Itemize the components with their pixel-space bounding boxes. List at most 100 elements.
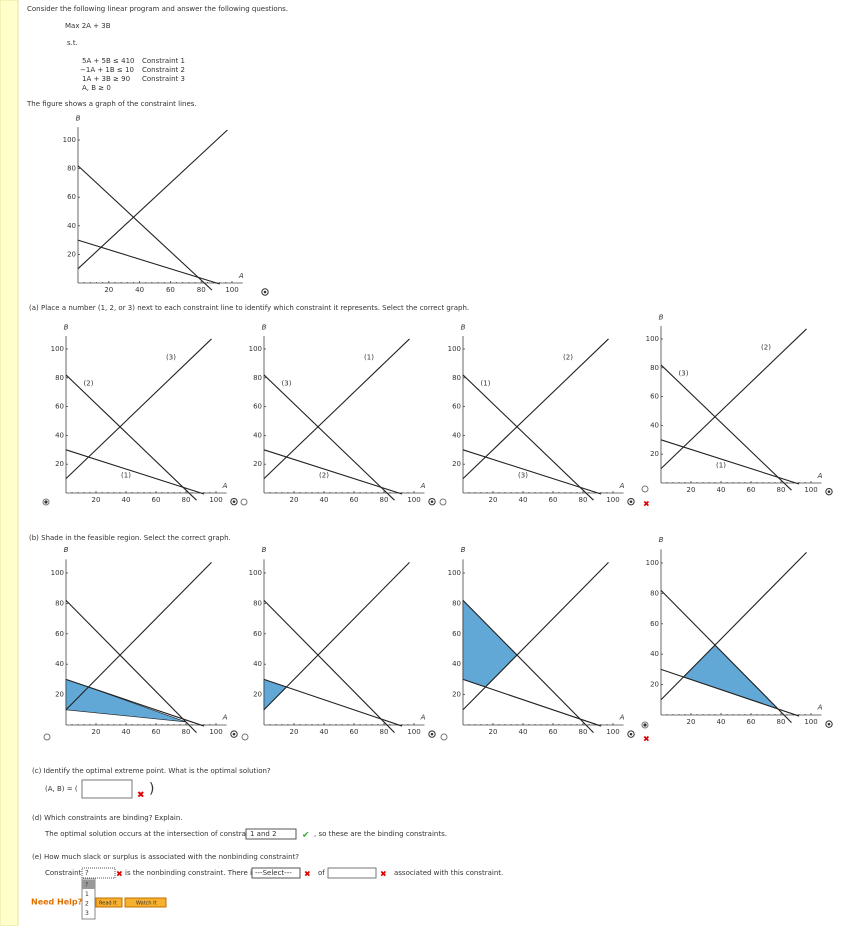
x-tick-label: 20	[104, 286, 113, 294]
x-tick-label: 40	[122, 496, 131, 504]
x-tick-label: 80	[777, 486, 786, 494]
radio[interactable]	[641, 485, 649, 493]
radio[interactable]	[240, 498, 248, 506]
line-label: (2)	[563, 354, 573, 362]
x-tick-label: 20	[92, 496, 101, 504]
wrong-icon: ✖	[643, 500, 650, 509]
button-label[interactable]: Watch It	[136, 901, 157, 907]
constraint-line	[263, 678, 403, 727]
y-tick-label: 60	[253, 403, 262, 411]
constraint-name: Constraint 2	[142, 66, 185, 74]
y-tick-label: 100	[51, 345, 64, 353]
x-tick-label: 100	[209, 728, 222, 736]
line-label: (1)	[364, 354, 374, 362]
y-tick-label: 20	[55, 691, 64, 699]
dropdown-option[interactable]: ?	[85, 882, 88, 889]
info-dot	[430, 732, 434, 736]
constraint-line	[462, 449, 602, 495]
answer-input[interactable]	[81, 779, 133, 799]
constraint-line	[462, 678, 602, 727]
y-tick-label: 100	[448, 569, 461, 577]
answer-input[interactable]	[327, 867, 377, 879]
constraint-line	[660, 328, 807, 469]
y-tick-label: 60	[253, 630, 262, 638]
button[interactable]	[124, 897, 167, 908]
info-dot	[232, 732, 236, 736]
y-tick-label: 100	[646, 559, 659, 567]
radio[interactable]	[43, 733, 51, 741]
constraint-line	[660, 589, 792, 723]
radio-dot[interactable]	[643, 723, 647, 727]
feasible-region	[462, 599, 518, 688]
x-tick-label: 40	[122, 728, 131, 736]
axis-label: B	[64, 546, 69, 554]
y-tick-label: 100	[448, 345, 461, 353]
button-label[interactable]: Read It	[99, 901, 117, 907]
constraint-line	[77, 165, 213, 291]
y-tick-label: 80	[55, 374, 64, 382]
dropdown-option[interactable]: 3	[85, 910, 89, 917]
constraint-line	[65, 338, 212, 479]
radio-dot[interactable]	[44, 500, 48, 504]
axis-label: B	[659, 536, 664, 544]
constraint: 1A + 3B ≥ 90	[82, 75, 130, 83]
radio[interactable]	[241, 733, 249, 741]
select-value[interactable]: ?	[85, 869, 89, 877]
y-tick-label: 40	[253, 431, 262, 439]
line-label: (1)	[716, 462, 726, 470]
line-label: (2)	[84, 380, 94, 388]
dropdown-option[interactable]: 1	[85, 891, 89, 898]
select[interactable]	[251, 867, 301, 879]
y-tick-label: 80	[253, 374, 262, 382]
y-tick-label: 100	[63, 136, 76, 144]
y-tick-label: 60	[55, 403, 64, 411]
help-label: Need Help?	[31, 898, 83, 907]
axis-label: B	[461, 546, 466, 554]
x-tick-label: 100	[209, 496, 222, 504]
prompt: (c) Identify the optimal extreme point. …	[32, 767, 271, 775]
select-value[interactable]: 1 and 2	[250, 830, 277, 838]
x-tick-label: 100	[407, 496, 420, 504]
y-tick-label: 40	[55, 660, 64, 668]
x-tick-label: 80	[579, 728, 588, 736]
x-tick-label: 100	[606, 496, 619, 504]
prompt: (b) Shade in the feasible region. Select…	[29, 534, 231, 542]
y-tick-label: 20	[650, 681, 659, 689]
x-tick-label: 100	[407, 728, 420, 736]
info-dot	[232, 500, 236, 503]
select[interactable]	[81, 867, 116, 879]
constraint-line	[462, 561, 609, 711]
info-dot	[827, 490, 831, 493]
y-tick-label: 40	[452, 660, 461, 668]
constraint-line	[65, 374, 197, 501]
x-tick-label: 20	[687, 718, 696, 726]
constraint-line	[65, 561, 212, 711]
select[interactable]	[245, 828, 297, 840]
y-tick-label: 100	[249, 345, 262, 353]
select-value[interactable]: ---Select---	[255, 869, 292, 877]
radio[interactable]	[440, 733, 448, 741]
intro: Consider the following linear program an…	[27, 5, 288, 13]
x-tick-label: 20	[92, 728, 101, 736]
x-tick-label: 80	[380, 728, 389, 736]
x-tick-label: 60	[549, 496, 558, 504]
x-tick-label: 100	[804, 718, 817, 726]
radio[interactable]	[439, 498, 447, 506]
x-tick-label: 80	[197, 286, 206, 294]
constraint-line	[660, 551, 807, 701]
y-tick-label: 20	[253, 460, 262, 468]
y-tick-label: 60	[452, 403, 461, 411]
axis-label: A	[817, 472, 823, 480]
y-tick-label: 100	[51, 569, 64, 577]
x-tick-label: 80	[380, 496, 389, 504]
constraint-line	[660, 364, 792, 491]
constraint-name: Constraint 1	[142, 57, 185, 65]
x-tick-label: 40	[135, 286, 144, 294]
dropdown-option[interactable]: 2	[85, 901, 89, 908]
axis-label: B	[76, 115, 81, 123]
button[interactable]	[95, 897, 123, 908]
wrong-icon: ✖	[116, 870, 123, 879]
y-tick-label: 80	[650, 364, 659, 372]
y-tick-label: 40	[452, 431, 461, 439]
axis-label: B	[659, 313, 664, 321]
